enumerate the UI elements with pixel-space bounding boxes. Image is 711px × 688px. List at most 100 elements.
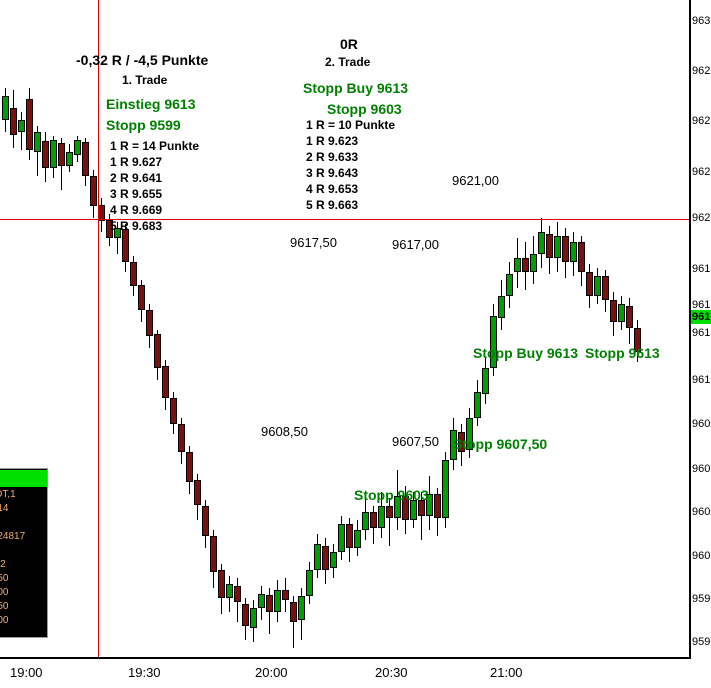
price-axis-tick-label: 960 <box>692 550 711 562</box>
candle-body-bullish <box>450 430 457 460</box>
candle-body-bearish <box>322 546 329 570</box>
candle-body-bullish <box>570 242 577 262</box>
price-axis[interactable]: 963 962 962 962 962 961 961 961 961 960 960 960 960 9… <box>691 0 711 658</box>
candle-body-bullish <box>466 418 473 450</box>
info-panel-line: 9.24817 <box>0 531 26 542</box>
price-axis-tick-label: 959 <box>692 593 711 605</box>
candle-body-bullish <box>34 132 41 152</box>
candle-body-bearish <box>106 220 113 238</box>
candle-body-bearish <box>154 334 161 368</box>
trade2-r-level-label: 1 R 9.623 <box>306 134 359 148</box>
trade2-r-level-label: 5 R 9.663 <box>306 198 359 212</box>
trade2-r-level-label: 3 R 9.643 <box>306 166 359 180</box>
candle-body-bullish <box>354 530 361 548</box>
candle-body-bearish <box>458 432 465 452</box>
price-marker-label: 9621,00 <box>452 173 499 188</box>
trade2-r-level-label: 2 R 9.633 <box>306 150 359 164</box>
candle-wick <box>293 596 294 648</box>
candle-body-bearish <box>194 480 201 505</box>
info-panel-line: 382 <box>0 559 6 570</box>
candle-body-bearish <box>386 506 393 518</box>
candle-body-bearish <box>290 602 297 622</box>
stop-annotation-label: Stopp Buy 9613 <box>473 345 579 361</box>
candle-body-bearish <box>58 143 65 166</box>
time-axis-tick-label: 20:30 <box>375 665 408 680</box>
info-panel-line: 0.00 <box>0 587 9 598</box>
candle-body-bullish <box>2 96 9 120</box>
trade2-r-level-label: 4 R 9.653 <box>306 182 359 196</box>
candle-body-bullish <box>618 304 625 322</box>
candle-body-bullish <box>226 584 233 598</box>
last-price-tag: 961 <box>691 310 711 324</box>
trade2-stop-label: Stopp 9603 <box>327 101 402 117</box>
price-axis-tick-label: 960 <box>692 463 711 475</box>
price-axis-tick-label: 962 <box>692 65 711 77</box>
candle-body-bearish <box>138 285 145 310</box>
candle-body-bullish <box>498 296 505 318</box>
price-marker-label: 9608,50 <box>261 424 308 439</box>
candle-body-bearish <box>282 590 289 600</box>
candle-body-bullish <box>490 316 497 368</box>
candle-body-bearish <box>266 595 273 612</box>
candle-body-bullish <box>274 590 281 612</box>
price-marker-label: 9617,50 <box>290 235 337 250</box>
trade1-r-level-label: 2 R 9.641 <box>110 171 163 185</box>
candle-body-bearish <box>434 494 441 518</box>
candle-body-bullish <box>298 596 305 620</box>
candle-body-bullish <box>314 544 321 570</box>
trade1-r-level-label: 4 R 9.669 <box>110 203 163 217</box>
candle-body-bullish <box>426 494 433 516</box>
candle-body-bearish <box>90 176 97 206</box>
plot-area[interactable]: -0,32 R / -4,5 Punkte 1. Trade Einstieg 96… <box>0 0 690 658</box>
trade1-r-unit-label: 1 R = 14 Punkte <box>110 139 200 153</box>
price-marker-label: 9607,50 <box>392 434 439 449</box>
candle-body-bearish <box>562 236 569 262</box>
candle-body-bullish <box>114 228 121 238</box>
candle-body-bearish <box>122 229 129 262</box>
candle-body-bearish <box>26 99 33 150</box>
candle-body-bullish <box>514 258 521 272</box>
trade1-r-level-label: 5 R 9.683 <box>110 219 163 233</box>
candle-wick <box>389 498 390 546</box>
plot-right-border <box>689 0 691 659</box>
price-axis-tick-label: 961 <box>692 327 711 339</box>
price-axis-tick-label: 962 <box>692 115 711 127</box>
candle-body-bearish <box>578 242 585 272</box>
candle-body-bearish <box>402 496 409 520</box>
candle-body-bearish <box>218 570 225 598</box>
trade1-r-level-label: 3 R 9.655 <box>110 187 163 201</box>
time-axis-tick-label: 21:00 <box>490 665 523 680</box>
candle-body-bullish <box>594 276 601 296</box>
info-panel-header-bar <box>0 470 47 487</box>
trade1-r-level-label: 1 R 9.627 <box>110 155 163 169</box>
candle-body-bearish <box>234 586 241 602</box>
candle-body-bullish <box>338 524 345 552</box>
candle-body-bullish <box>250 608 257 628</box>
candle-body-bearish <box>346 524 353 548</box>
stop-annotation-label: Stopp 9607,50 <box>453 436 548 452</box>
candle-wick <box>117 222 118 254</box>
trade2-result-label: 0R <box>340 36 358 52</box>
time-axis[interactable]: 19:00 19:30 20:00 20:30 21:00 <box>0 659 711 688</box>
price-axis-tick-label: 960 <box>692 506 711 518</box>
candle-body-bullish <box>66 152 73 166</box>
candle-body-bearish <box>546 234 553 258</box>
time-axis-tick-label: 19:30 <box>128 665 161 680</box>
crosshair-horizontal-line <box>0 219 690 220</box>
candle-body-bearish <box>522 258 529 272</box>
price-axis-tick-label: 962 <box>692 166 711 178</box>
candle-body-bearish <box>602 276 609 300</box>
info-panel-line: 0/14 <box>0 503 9 514</box>
candle-body-bearish <box>162 366 169 398</box>
trade2-number-label: 2. Trade <box>325 55 371 69</box>
candle-body-bullish <box>258 594 265 608</box>
candle-body-bullish <box>482 368 489 394</box>
trade1-entry-label: Einstieg 9613 <box>106 96 196 112</box>
candle-body-bearish <box>626 306 633 328</box>
trade2-r-unit-label: 1 R = 10 Punkte <box>306 118 396 132</box>
candle-body-bullish <box>50 140 57 168</box>
price-axis-tick-label: 962 <box>692 212 711 224</box>
info-panel-line: 8.50 <box>0 601 9 612</box>
candle-body-bullish <box>306 570 313 596</box>
